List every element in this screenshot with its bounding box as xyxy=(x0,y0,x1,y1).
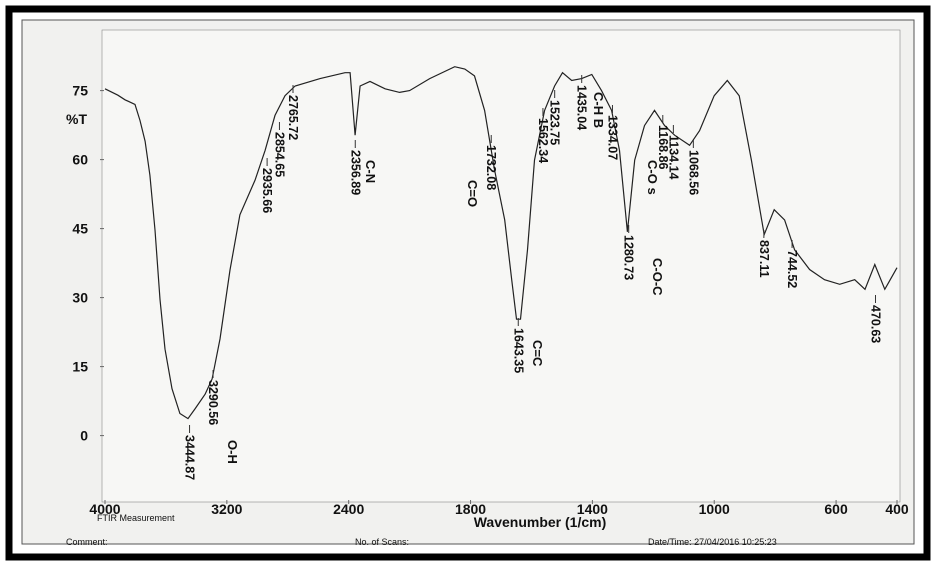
group-label: O-H xyxy=(225,440,240,464)
y-tick-label: 0 xyxy=(80,428,88,444)
peak-label: 744.52 xyxy=(785,250,799,288)
x-tick-label: 1000 xyxy=(699,501,730,517)
peak-label: 2854.65 xyxy=(272,132,286,177)
group-label: C=O xyxy=(465,180,480,207)
peak-label: 1334.07 xyxy=(605,115,619,160)
spectrum-line xyxy=(104,66,898,420)
peak-label: 1280.73 xyxy=(622,235,636,280)
x-tick-label: 1400 xyxy=(577,501,608,517)
peak-label: 1168.86 xyxy=(656,125,670,170)
x-tick-label: 2400 xyxy=(333,501,364,517)
peak-label: 1523.75 xyxy=(548,100,562,145)
note: FTIR Measurement xyxy=(97,513,175,523)
peak-label: 1435.04 xyxy=(575,85,589,130)
peak-label: 1643.35 xyxy=(511,328,525,373)
group-label: C-H B xyxy=(591,92,606,128)
peak-label: 2356.89 xyxy=(348,150,362,195)
peak-label: 1068.56 xyxy=(686,150,700,195)
outer-frame xyxy=(5,5,931,561)
y-tick-label: 30 xyxy=(72,290,88,306)
peak-label: 2765.72 xyxy=(286,95,300,140)
group-label: C=C xyxy=(530,340,545,367)
x-tick-label: 1800 xyxy=(455,501,486,517)
x-tick-label: 600 xyxy=(824,501,848,517)
peak-label: 3290.56 xyxy=(206,380,220,425)
x-tick-label: 400 xyxy=(885,501,909,517)
y-tick-label: 75 xyxy=(72,83,88,99)
footer: No. of Scans: xyxy=(355,537,409,547)
group-label: C-O s xyxy=(645,160,660,195)
peak-label: 2935.66 xyxy=(260,168,274,213)
peak-label: 1732.08 xyxy=(484,145,498,190)
peak-label: 1562.34 xyxy=(536,118,550,163)
peak-label: 3444.87 xyxy=(183,435,197,480)
peak-label: 1134.14 xyxy=(666,135,680,180)
peak-label: 837.11 xyxy=(757,240,771,278)
plot-frame xyxy=(101,29,901,503)
footer: Date/Time: 27/04/2016 10:25:23 xyxy=(648,537,777,547)
x-tick-label: 4000 xyxy=(89,501,120,517)
footer: Comment: xyxy=(66,537,108,547)
y-tick-label: 60 xyxy=(72,152,88,168)
x-axis-label: Wavenumber (1/cm) xyxy=(474,514,607,530)
y-axis-label: %T xyxy=(66,111,87,127)
y-tick-label: 45 xyxy=(72,221,88,237)
group-label: C-O-C xyxy=(650,258,665,296)
peak-label: 470.63 xyxy=(868,305,882,343)
x-tick-label: 3200 xyxy=(211,501,242,517)
group-label: C-N xyxy=(363,160,378,183)
y-tick-label: 15 xyxy=(72,359,88,375)
